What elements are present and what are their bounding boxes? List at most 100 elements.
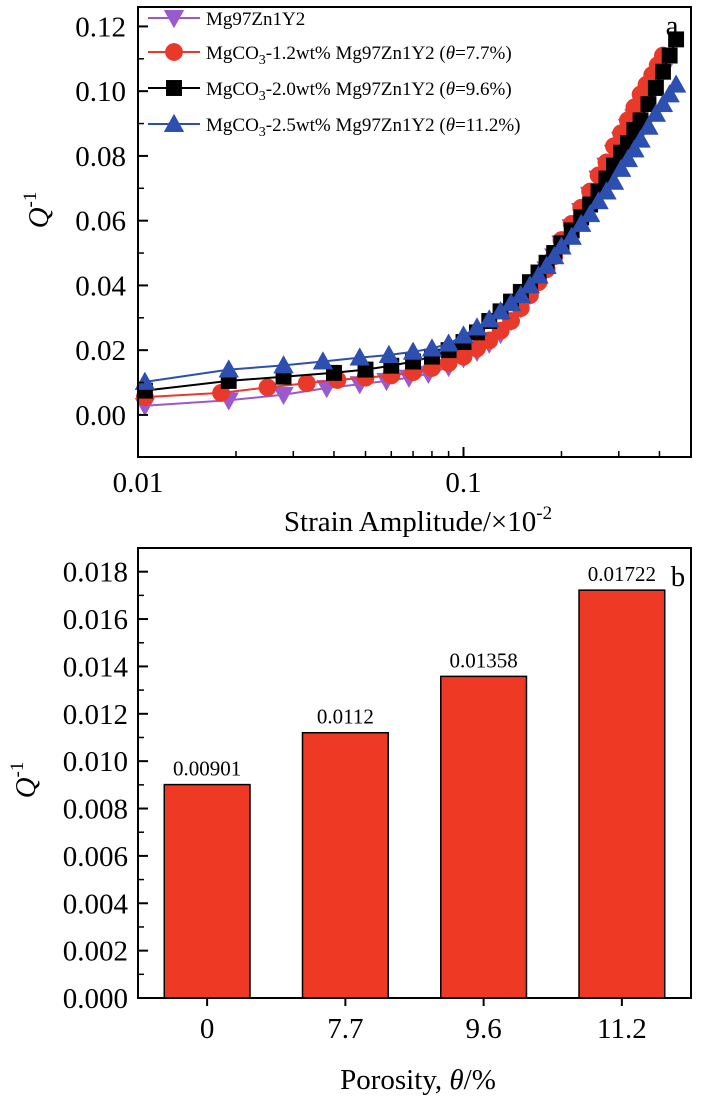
bar-1: [301, 731, 389, 999]
a-data-point: [528, 265, 549, 284]
legend-label-part: 3: [259, 125, 266, 140]
b-x-tick-label: 11.2: [597, 1013, 647, 1045]
a-data-point: [659, 84, 680, 103]
panel-a-y-axis-title-sup: -1: [20, 192, 41, 208]
legend-label-part: -2.5wt% Mg97Zn1Y2 (: [266, 115, 446, 136]
panel-a-x-axis-title: Strain Amplitude/×10-2: [284, 503, 552, 538]
legend-label-part: θ: [446, 79, 455, 100]
a-x-tick-label: 0.1: [445, 467, 481, 499]
legend-label-part: -2.0wt% Mg97Zn1Y2 (: [266, 79, 446, 100]
a-data-point: [421, 338, 443, 357]
panel-b-x-axis-title-part-1: θ: [449, 1064, 463, 1096]
a-y-tick-label: 0.04: [75, 270, 126, 302]
legend-label-part: θ: [446, 43, 455, 64]
panel-a-axes: 0.00 0.02 0.04 0.06 0.08 0.10 0.12 0.01 0.1: [75, 11, 661, 499]
bar-data-label: 0.0112: [317, 705, 374, 729]
a-x-tick-label: 0.01: [113, 467, 164, 499]
b-x-tick-label: 9.6: [466, 1013, 502, 1045]
b-y-tick-label: 0.006: [63, 841, 128, 873]
legend-label-part: -1.2wt% Mg97Zn1Y2 (: [266, 43, 446, 64]
legend-label-part: Mg97Zn1Y2: [206, 9, 305, 30]
legend-label-part: 3: [259, 53, 266, 68]
a-data-point: [661, 47, 678, 64]
a-series-3: [134, 74, 687, 390]
a-data-point: [402, 341, 424, 360]
legend-marker: [166, 80, 182, 96]
b-y-tick-label: 0.002: [63, 936, 128, 968]
a-y-tick-label: 0.10: [75, 76, 126, 108]
a-data-point: [312, 351, 334, 370]
legend-label-part: θ: [446, 115, 455, 136]
panel-b-x-axis-title-part-0: Porosity,: [340, 1064, 449, 1096]
panel-a-line-chart: 0.00 0.02 0.04 0.06 0.08 0.10 0.12 0.01 0.1 Mg97…: [20, 6, 692, 538]
legend-label-0: Mg97Zn1Y2: [206, 9, 305, 30]
panel-a-plot-frame: [137, 6, 692, 458]
legend-marker: [165, 43, 183, 61]
a-data-point: [349, 347, 370, 366]
a-data-point: [588, 190, 609, 210]
panel-b-bars: 0.00901 0.0112 0.01358 0.01722: [163, 562, 666, 999]
panel-b-y-axis-title-sup: -1: [7, 762, 28, 778]
a-data-point: [561, 226, 582, 245]
a-data-point: [218, 359, 239, 378]
a-data-point: [273, 355, 294, 374]
a-data-point: [579, 203, 601, 223]
b-y-tick-label: 0.014: [63, 651, 129, 683]
a-y-tick-label: 0.06: [75, 206, 126, 238]
bar-data-label: 0.01722: [588, 562, 656, 586]
a-data-point: [645, 103, 667, 122]
legend-label-part: 3: [259, 89, 266, 104]
panel-b-y-axis-title: Q-1: [7, 762, 42, 799]
a-data-point: [603, 171, 625, 190]
bar-0: [163, 783, 251, 999]
legend-label-part: MgCO: [206, 79, 259, 100]
bar-2: [440, 675, 528, 999]
a-data-point: [438, 333, 459, 352]
b-y-tick-label: 0.018: [63, 557, 128, 589]
a-data-point: [378, 344, 400, 363]
a-data-point: [617, 148, 639, 168]
panel-a-y-axis-title: Q-1: [20, 192, 55, 229]
panel-b-x-axis-title: Porosity, θ/%: [340, 1064, 496, 1096]
a-data-point: [624, 139, 645, 158]
panel-a-x-axis-title-sup: -2: [536, 503, 552, 524]
a-data-point: [543, 245, 565, 265]
b-y-tick-label: 0.000: [63, 983, 128, 1015]
panel-b-x-axis-title-part-2: /%: [464, 1064, 496, 1096]
b-y-tick-label: 0.004: [63, 888, 129, 920]
panel-b-axes: 0.000 0.002 0.004 0.006 0.008 0.010 0.012 0.014…: [63, 547, 647, 1045]
a-data-point: [519, 275, 541, 294]
svg-text:Q-1: Q-1: [7, 762, 42, 799]
a-data-point: [134, 371, 156, 390]
a-data-point: [510, 284, 532, 304]
panel-a-x-axis-title-main: Strain Amplitude/×10: [284, 506, 536, 538]
legend-label-part: =7.7%): [455, 43, 512, 64]
a-data-point: [258, 378, 277, 397]
a-y-tick-label: 0.02: [75, 335, 126, 367]
legend-label-part: MgCO: [206, 115, 259, 136]
bar-data-label: 0.01358: [450, 648, 518, 672]
legend-label-part: MgCO: [206, 43, 259, 64]
bar-data-label: 0.00901: [173, 757, 241, 781]
panel-b-plot-frame: [137, 547, 692, 999]
svg-text:Q-1: Q-1: [20, 192, 55, 229]
panel-a-letter: a: [666, 10, 679, 42]
b-y-tick-label: 0.016: [63, 604, 128, 636]
a-data-point: [630, 129, 651, 148]
a-data-point: [652, 93, 674, 113]
a-y-tick-label: 0.08: [75, 141, 126, 173]
b-y-tick-label: 0.008: [63, 794, 128, 826]
a-y-tick-label: 0.00: [75, 400, 126, 432]
panel-b-bar-chart: 0.00901 0.0112 0.01358 0.01722 0.000 0.002 0.…: [7, 547, 692, 1096]
legend-label-3: MgCO3-2.5wt% Mg97Zn1Y2 (θ=11.2%): [206, 115, 521, 140]
legend-label-2: MgCO3-2.0wt% Mg97Zn1Y2 (θ=9.6%): [206, 79, 512, 104]
a-data-point: [610, 158, 632, 177]
a-series-1: [135, 46, 672, 407]
panel-b-letter: b: [671, 561, 686, 593]
a-data-point: [647, 79, 664, 96]
a-data-point: [273, 386, 294, 406]
b-y-tick-label: 0.010: [63, 746, 128, 778]
legend-marker: [163, 10, 185, 29]
